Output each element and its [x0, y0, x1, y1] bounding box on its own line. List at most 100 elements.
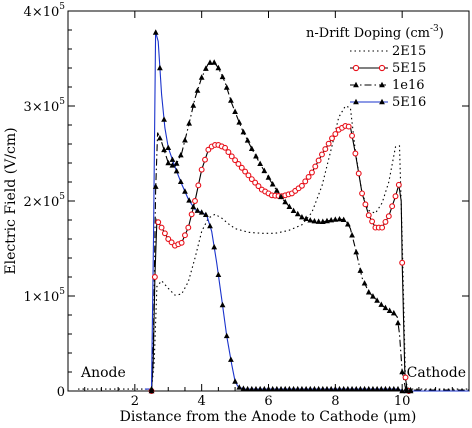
legend-label-0: 2E15: [392, 44, 426, 59]
series-marker-2: [236, 119, 243, 125]
series-marker-3: [278, 385, 284, 392]
series-marker-1: [298, 182, 305, 189]
series-marker-1: [151, 274, 158, 280]
y-tick-label: 0: [57, 385, 65, 400]
series-marker-1: [359, 190, 366, 197]
series-marker-3: [186, 197, 193, 203]
legend-marker-3: [379, 98, 385, 105]
series-marker-3: [353, 385, 360, 392]
series-marker-3: [395, 385, 401, 392]
series-marker-2: [269, 181, 276, 187]
series-marker-3: [407, 387, 414, 394]
series-marker-1: [161, 230, 168, 237]
series-marker-2: [190, 102, 197, 108]
series-marker-1: [389, 203, 396, 210]
series-marker-3: [290, 385, 297, 392]
series-marker-2: [265, 174, 272, 180]
series-marker-1: [188, 211, 195, 218]
series-marker-3: [223, 332, 230, 339]
series-marker-2: [261, 167, 268, 174]
series-marker-2: [244, 137, 251, 143]
series-marker-2: [328, 216, 335, 223]
series-marker-3: [361, 385, 368, 392]
legend-label-2: 1e16: [392, 78, 425, 93]
series-marker-3: [382, 385, 389, 392]
series-marker-3: [240, 385, 247, 391]
series-marker-2: [182, 137, 188, 143]
series-marker-1: [178, 239, 185, 246]
y-tick-label: 1×105: [24, 287, 66, 305]
x-tick-label: 2: [131, 394, 139, 409]
series-marker-2: [232, 108, 238, 114]
series-marker-2: [177, 151, 184, 158]
series-marker-3: [340, 385, 347, 392]
series-marker-2: [215, 64, 222, 71]
legend-label-3: 5E16: [392, 95, 426, 110]
series-marker-1: [382, 218, 389, 225]
series-marker-1: [252, 179, 259, 186]
series-marker-2: [219, 73, 226, 80]
series-marker-3: [386, 385, 393, 392]
series-marker-3: [169, 156, 176, 162]
series-marker-3: [148, 385, 155, 392]
legend: n-Drift Doping (cm-3) 2E15 5E15 1e16 5E16: [306, 24, 444, 110]
series-marker-1: [329, 135, 335, 142]
series-marker-1: [185, 224, 192, 231]
series-marker-2: [152, 183, 159, 189]
series-marker-2: [248, 145, 255, 151]
series-marker-3: [157, 64, 163, 71]
cathode-label: Cathode: [407, 365, 466, 381]
series-marker-3: [182, 188, 188, 194]
series-marker-3: [336, 385, 343, 392]
series-marker-2: [382, 304, 389, 311]
series-marker-1: [228, 153, 235, 160]
series-marker-3: [303, 385, 309, 392]
series-marker-2: [365, 289, 372, 295]
series-marker-1: [369, 218, 376, 225]
series-marker-3: [370, 385, 376, 392]
series-marker-3: [253, 385, 259, 392]
series-marker-2: [194, 87, 201, 93]
series-marker-3: [282, 385, 289, 392]
series-marker-3: [152, 29, 159, 35]
series-markers: [148, 29, 414, 394]
series-marker-2: [161, 146, 167, 153]
series-marker-3: [324, 385, 330, 392]
series-marker-3: [232, 378, 238, 384]
series-marker-1: [308, 169, 315, 176]
series-marker-1: [182, 232, 188, 239]
series-marker-3: [311, 385, 318, 392]
series-marker-2: [282, 198, 289, 205]
series-marker-3: [261, 385, 268, 392]
series-marker-1: [225, 149, 232, 156]
series-marker-3: [273, 385, 280, 392]
series-marker-3: [207, 222, 213, 229]
x-axis-title: Distance from the Anode to Cathode (μm): [120, 409, 417, 425]
series-marker-2: [286, 203, 293, 209]
series-marker-1: [332, 131, 339, 137]
series-marker-1: [242, 168, 249, 175]
series-marker-3: [194, 207, 201, 213]
series-marker-3: [244, 385, 251, 392]
series-marker-1: [315, 157, 322, 164]
series-marker-3: [202, 211, 209, 218]
legend-entries: 2E15 5E15 1e16 5E16: [350, 44, 426, 110]
series-marker-1: [352, 150, 359, 157]
series-marker-2: [202, 65, 209, 71]
series-marker-1: [155, 219, 162, 226]
series-marker-2: [386, 307, 393, 313]
series-marker-1: [319, 151, 325, 158]
series-marker-3: [365, 385, 372, 392]
anode-label: Anode: [80, 365, 126, 381]
series-marker-1: [255, 183, 262, 190]
series-marker-1: [165, 236, 172, 242]
series-marker-2: [349, 232, 355, 238]
series-marker-2: [374, 297, 380, 303]
series-marker-2: [186, 120, 193, 126]
series-marker-2: [207, 59, 213, 65]
series-marker-3: [299, 385, 305, 392]
series-marker-3: [286, 385, 293, 392]
series-marker-2: [324, 217, 330, 224]
series-marker-2: [273, 187, 280, 193]
series-marker-1: [322, 146, 329, 153]
